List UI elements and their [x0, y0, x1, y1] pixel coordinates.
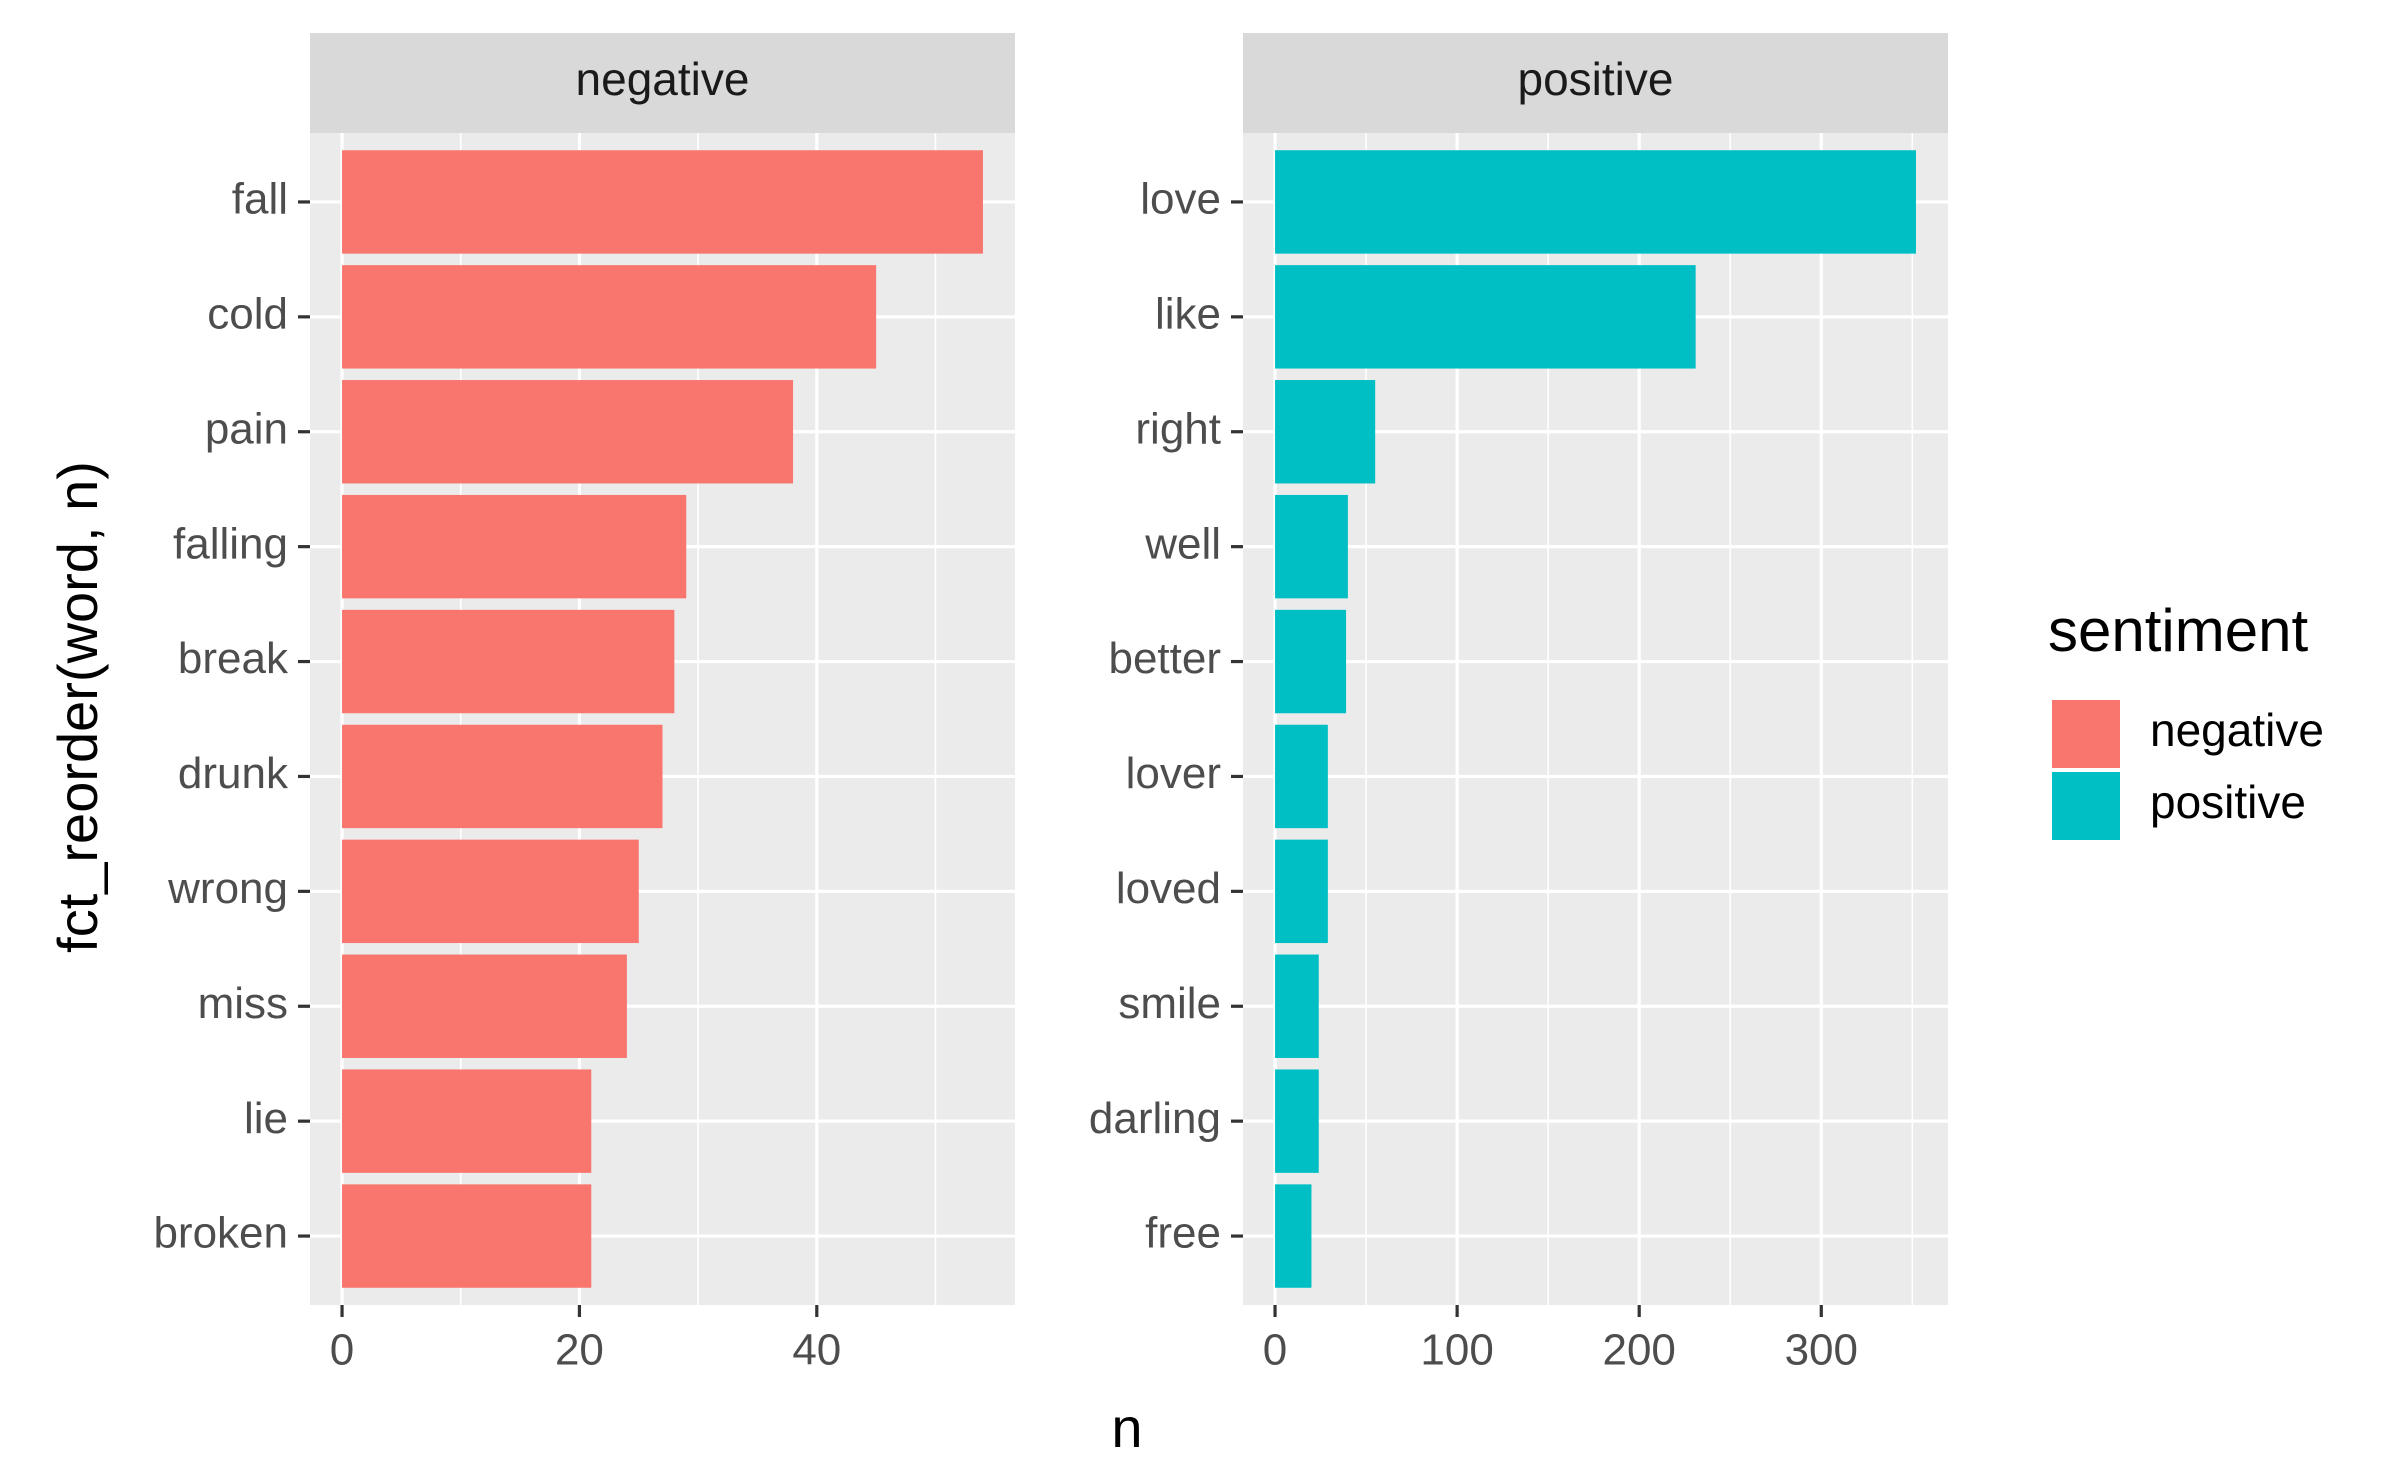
legend-label-negative: negative [2150, 704, 2324, 756]
y-tick-label: smile [1118, 979, 1221, 1028]
bar-negative-lie [342, 1069, 592, 1173]
facet-strip [1243, 33, 1948, 133]
bar-negative-fall [342, 150, 983, 254]
legend-label-positive: positive [2150, 776, 2306, 828]
x-tick-label: 20 [555, 1326, 604, 1375]
x-tick-label: 100 [1420, 1326, 1493, 1375]
facet-positive: positive love like right well better lover love… [1089, 33, 1948, 1375]
y-tick-label: like [1155, 289, 1221, 338]
y-tick-label: fall [232, 175, 288, 224]
legend-key-negative [2052, 700, 2120, 768]
y-tick-label: better [1108, 634, 1221, 683]
y-tick-label: miss [198, 979, 288, 1028]
y-tick-label: drunk [178, 749, 289, 798]
bar-negative-wrong [342, 839, 639, 944]
bar-positive-darling [1275, 1069, 1319, 1173]
bar-positive-love [1275, 150, 1916, 254]
y-tick-label: right [1135, 404, 1221, 453]
facet-strip-label: positive [1518, 53, 1674, 105]
y-tick-label: lie [244, 1094, 288, 1143]
x-tick-label: 200 [1602, 1326, 1675, 1375]
x-tick-label: 0 [330, 1326, 354, 1375]
y-tick-label: well [1144, 519, 1221, 568]
x-axis-title: n [1111, 1396, 1142, 1459]
y-tick-label: pain [205, 404, 288, 453]
y-tick-label: free [1145, 1209, 1221, 1258]
y-tick-label: loved [1116, 864, 1221, 913]
y-tick-label: broken [153, 1209, 288, 1258]
bar-negative-pain [342, 380, 794, 484]
x-tick-label: 0 [1263, 1326, 1287, 1375]
bar-positive-lover [1275, 724, 1328, 829]
y-tick-label: darling [1089, 1094, 1221, 1143]
legend-key-positive [2052, 772, 2120, 840]
legend-title: sentiment [2048, 597, 2308, 664]
legend: sentiment negative positive [2048, 597, 2324, 840]
y-tick-label: cold [207, 289, 288, 338]
bar-negative-falling [342, 494, 687, 599]
facet-strip [310, 33, 1015, 133]
bar-positive-loved [1275, 839, 1328, 944]
y-tick-label: falling [173, 519, 288, 568]
bar-positive-free [1275, 1184, 1312, 1288]
bar-negative-cold [342, 265, 877, 369]
bar-positive-like [1275, 265, 1696, 369]
facet-strip-label: negative [576, 53, 750, 105]
bar-negative-miss [342, 954, 627, 1058]
y-tick-label: wrong [167, 864, 288, 913]
facet-negative: negative fall cold pain falling break drunk wro… [153, 33, 1015, 1375]
y-tick-label: love [1140, 175, 1221, 224]
y-tick-label: lover [1126, 749, 1221, 798]
bar-positive-well [1275, 494, 1348, 599]
x-tick-label: 300 [1785, 1326, 1858, 1375]
bar-positive-smile [1275, 954, 1319, 1058]
bar-negative-broken [342, 1184, 592, 1288]
bar-negative-break [342, 609, 675, 714]
y-axis-title: fct_reorder(word, n) [46, 461, 109, 953]
bar-negative-drunk [342, 724, 663, 829]
facet-panels: negative fall cold pain falling break drunk wro… [153, 33, 1948, 1375]
y-tick-label: break [178, 634, 289, 683]
bar-positive-right [1275, 380, 1376, 484]
x-tick-label: 40 [792, 1326, 841, 1375]
bar-positive-better [1275, 609, 1347, 714]
